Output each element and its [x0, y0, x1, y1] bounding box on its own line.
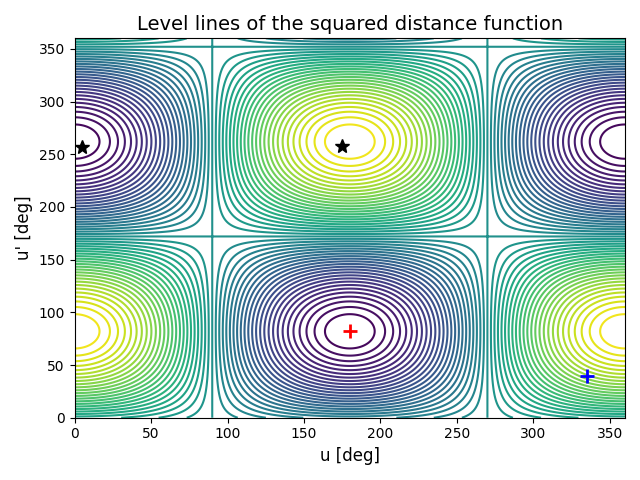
X-axis label: u [deg]: u [deg] — [320, 447, 380, 465]
Title: Level lines of the squared distance function: Level lines of the squared distance func… — [137, 15, 563, 34]
Y-axis label: u' [deg]: u' [deg] — [15, 196, 33, 260]
